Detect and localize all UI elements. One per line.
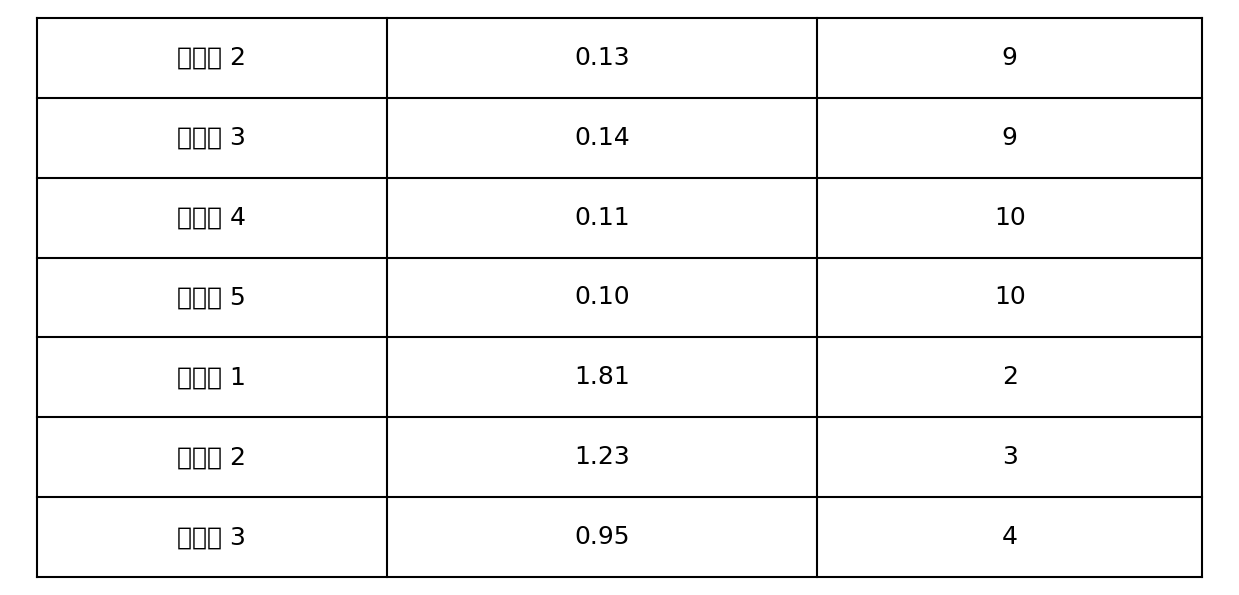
Text: 0.10: 0.10	[574, 286, 629, 309]
Text: 0.95: 0.95	[575, 525, 629, 549]
Text: 10: 10	[994, 206, 1026, 230]
Text: 3: 3	[1001, 445, 1017, 469]
Text: 对比例 2: 对比例 2	[177, 445, 247, 469]
Text: 1.23: 1.23	[574, 445, 629, 469]
Text: 0.14: 0.14	[574, 126, 629, 150]
Text: 10: 10	[994, 286, 1026, 309]
Text: 实施例 5: 实施例 5	[177, 286, 247, 309]
Text: 4: 4	[1001, 525, 1017, 549]
Text: 1.81: 1.81	[574, 365, 629, 389]
Text: 0.11: 0.11	[574, 206, 629, 230]
Text: 实施例 2: 实施例 2	[177, 46, 247, 70]
Text: 0.13: 0.13	[574, 46, 629, 70]
Text: 对比例 3: 对比例 3	[177, 525, 247, 549]
Text: 9: 9	[1001, 126, 1017, 150]
Text: 对比例 1: 对比例 1	[177, 365, 247, 389]
Text: 9: 9	[1001, 46, 1017, 70]
Text: 实施例 3: 实施例 3	[177, 126, 247, 150]
Text: 2: 2	[1001, 365, 1017, 389]
Text: 实施例 4: 实施例 4	[177, 206, 247, 230]
